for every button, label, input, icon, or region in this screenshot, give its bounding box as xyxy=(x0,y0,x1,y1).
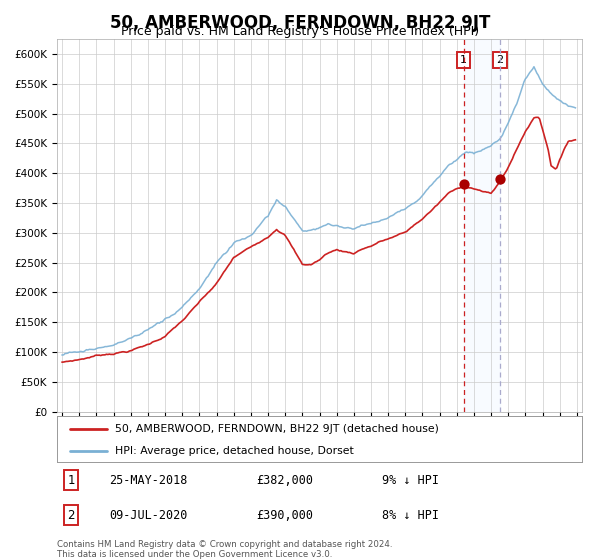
Text: 2: 2 xyxy=(496,55,503,65)
Text: 25-MAY-2018: 25-MAY-2018 xyxy=(110,474,188,487)
Text: 1: 1 xyxy=(67,474,75,487)
Text: 50, AMBERWOOD, FERNDOWN, BH22 9JT: 50, AMBERWOOD, FERNDOWN, BH22 9JT xyxy=(110,14,490,32)
Point xyxy=(459,180,469,189)
Bar xyxy=(464,39,500,412)
Text: Contains HM Land Registry data © Crown copyright and database right 2024.
This d: Contains HM Land Registry data © Crown c… xyxy=(57,540,392,559)
Text: 1: 1 xyxy=(460,55,467,65)
Text: 9% ↓ HPI: 9% ↓ HPI xyxy=(383,474,439,487)
Text: Price paid vs. HM Land Registry's House Price Index (HPI): Price paid vs. HM Land Registry's House … xyxy=(121,25,479,38)
Text: 50, AMBERWOOD, FERNDOWN, BH22 9JT (detached house): 50, AMBERWOOD, FERNDOWN, BH22 9JT (detac… xyxy=(115,424,439,434)
Text: 2: 2 xyxy=(67,508,75,522)
Text: HPI: Average price, detached house, Dorset: HPI: Average price, detached house, Dors… xyxy=(115,446,353,455)
Text: £382,000: £382,000 xyxy=(257,474,314,487)
Text: 8% ↓ HPI: 8% ↓ HPI xyxy=(383,508,439,522)
Text: 09-JUL-2020: 09-JUL-2020 xyxy=(110,508,188,522)
Point xyxy=(495,175,505,184)
Text: £390,000: £390,000 xyxy=(257,508,314,522)
